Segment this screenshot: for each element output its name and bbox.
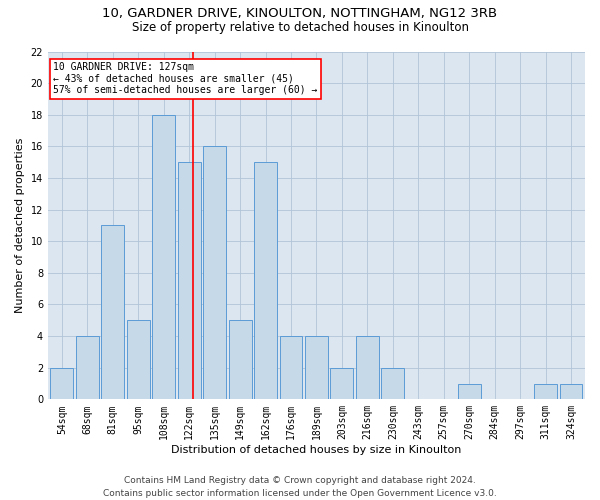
- Bar: [254, 162, 277, 400]
- Bar: [331, 368, 353, 400]
- Text: 10, GARDNER DRIVE, KINOULTON, NOTTINGHAM, NG12 3RB: 10, GARDNER DRIVE, KINOULTON, NOTTINGHAM…: [103, 8, 497, 20]
- Bar: [382, 368, 404, 400]
- Bar: [356, 336, 379, 400]
- Bar: [305, 336, 328, 400]
- Bar: [203, 146, 226, 400]
- Bar: [229, 320, 251, 400]
- Bar: [50, 368, 73, 400]
- Text: 10 GARDNER DRIVE: 127sqm
← 43% of detached houses are smaller (45)
57% of semi-d: 10 GARDNER DRIVE: 127sqm ← 43% of detach…: [53, 62, 317, 95]
- Bar: [178, 162, 200, 400]
- Bar: [152, 114, 175, 400]
- Bar: [560, 384, 583, 400]
- Bar: [127, 320, 150, 400]
- X-axis label: Distribution of detached houses by size in Kinoulton: Distribution of detached houses by size …: [171, 445, 461, 455]
- Text: Contains HM Land Registry data © Crown copyright and database right 2024.
Contai: Contains HM Land Registry data © Crown c…: [103, 476, 497, 498]
- Bar: [534, 384, 557, 400]
- Bar: [76, 336, 99, 400]
- Y-axis label: Number of detached properties: Number of detached properties: [15, 138, 25, 313]
- Bar: [101, 226, 124, 400]
- Bar: [280, 336, 302, 400]
- Bar: [458, 384, 481, 400]
- Text: Size of property relative to detached houses in Kinoulton: Size of property relative to detached ho…: [131, 21, 469, 34]
